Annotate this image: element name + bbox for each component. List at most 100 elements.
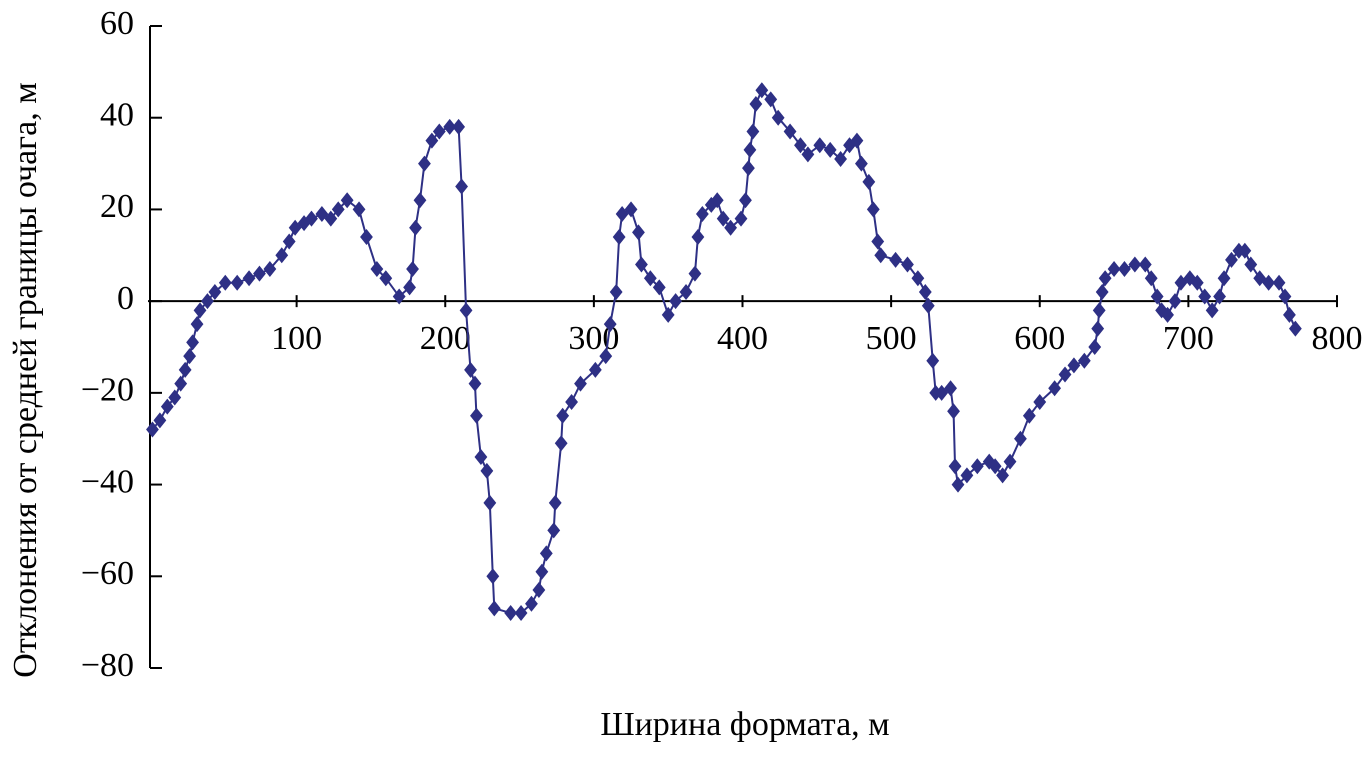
data-point [862, 173, 876, 190]
data-point [679, 283, 693, 300]
y-tick-label: −40 [81, 463, 134, 500]
y-tick-label: 60 [100, 5, 134, 42]
data-point [514, 604, 528, 621]
data-point [695, 206, 709, 223]
data-point [525, 595, 538, 612]
data-point [1174, 274, 1188, 291]
y-tick-label: 0 [117, 280, 134, 317]
data-point [208, 283, 222, 300]
data-point [724, 219, 738, 236]
data-point [474, 449, 488, 466]
data-point [1033, 394, 1047, 411]
data-point [901, 256, 914, 273]
data-point [734, 210, 748, 227]
data-point [201, 293, 214, 310]
data-point [742, 160, 755, 177]
data-point [1067, 357, 1081, 374]
data-point [370, 261, 384, 278]
data-point [926, 352, 940, 369]
data-point [794, 137, 807, 154]
data-point [263, 261, 277, 278]
data-point [1003, 453, 1017, 470]
data-point [1161, 306, 1174, 323]
data-point [948, 458, 962, 475]
data-point [1058, 366, 1072, 383]
data-point [340, 192, 354, 209]
data-point [305, 210, 318, 227]
data-point [1150, 288, 1164, 305]
data-point [253, 265, 266, 282]
data-point [874, 247, 888, 264]
data-point [1238, 242, 1252, 259]
data-point [464, 361, 477, 378]
data-point [609, 283, 623, 300]
data-point [635, 256, 648, 273]
x-tick-label: 800 [1312, 320, 1363, 357]
data-point [455, 178, 468, 195]
data-point [960, 467, 974, 484]
x-tick-label: 700 [1163, 320, 1214, 357]
data-point [186, 334, 199, 351]
data-point [1253, 270, 1267, 287]
data-point [459, 302, 473, 319]
data-point [532, 582, 546, 599]
data-point [749, 95, 763, 112]
data-point [1118, 261, 1131, 278]
data-point [834, 150, 847, 167]
data-point [764, 91, 778, 108]
data-point [1144, 270, 1158, 287]
data-point [1190, 274, 1204, 291]
data-point [574, 375, 587, 392]
data-point [1205, 302, 1219, 319]
data-point [988, 458, 1002, 475]
data-point [1217, 270, 1231, 287]
data-point [889, 251, 902, 268]
data-point [716, 210, 730, 227]
data-point [418, 155, 431, 172]
data-point [1048, 380, 1062, 397]
data-point [190, 316, 204, 333]
data-point [174, 375, 188, 392]
data-point [535, 563, 549, 580]
data-point [183, 348, 197, 365]
y-tick-label: −20 [81, 372, 134, 409]
x-tick-label: 200 [420, 320, 471, 357]
data-point [710, 192, 724, 209]
data-point [970, 458, 984, 475]
data-point [918, 283, 932, 300]
data-point [392, 288, 406, 305]
data-point [743, 141, 757, 158]
data-point [1128, 256, 1142, 273]
y-tick-label: 40 [100, 97, 134, 134]
data-point [539, 545, 553, 562]
data-point [1198, 288, 1212, 305]
data-point [548, 494, 562, 511]
data-point [599, 348, 613, 365]
data-point [624, 201, 638, 218]
data-point [823, 141, 837, 158]
y-tick-label: 20 [100, 188, 134, 225]
data-point [1098, 270, 1112, 287]
y-axis-label: Отклонения от средней границы очага, м [7, 82, 44, 677]
data-point [771, 109, 785, 126]
data-point [282, 233, 296, 250]
data-point [275, 247, 289, 264]
data-point [486, 568, 500, 585]
data-point [443, 118, 457, 135]
data-point [504, 604, 518, 621]
x-tick-label: 500 [866, 320, 917, 357]
data-point [168, 389, 182, 406]
data-point [855, 155, 868, 172]
data-point [146, 421, 159, 438]
data-point [739, 192, 752, 209]
data-point [1244, 256, 1258, 273]
data-point [996, 467, 1009, 484]
data-point [379, 270, 393, 287]
data-point [669, 293, 683, 310]
data-point [643, 270, 657, 287]
data-point [432, 123, 446, 140]
data-point [746, 123, 760, 140]
data-point [242, 270, 256, 287]
data-point [783, 123, 797, 140]
